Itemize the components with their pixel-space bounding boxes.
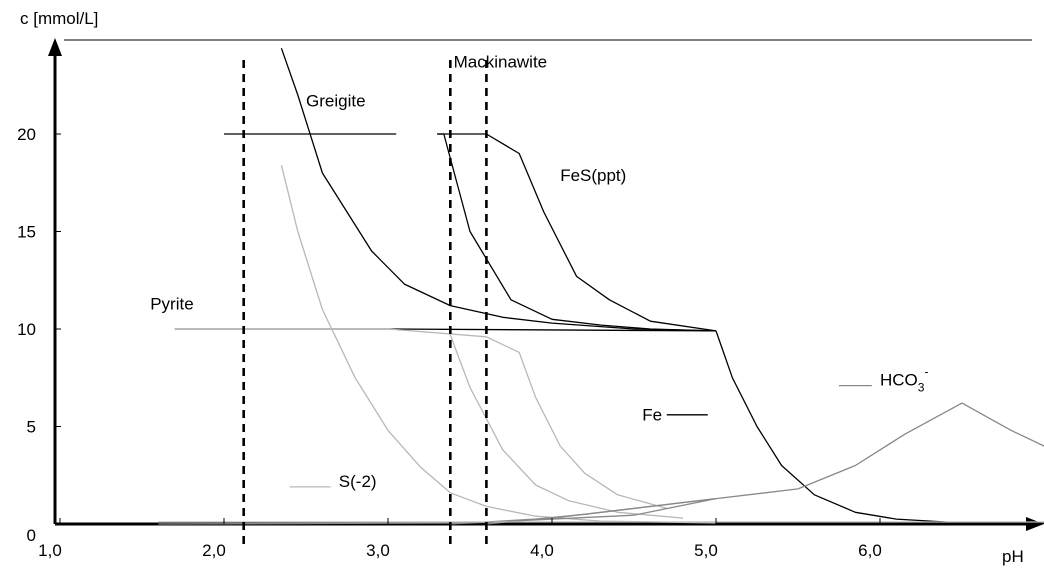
x-tick-label: 3,0: [366, 541, 390, 560]
curve-label: Greigite: [306, 92, 366, 111]
series-line: [280, 165, 717, 524]
curve-label: Pyrite: [150, 295, 193, 314]
series-line: [486, 497, 717, 525]
y-tick-label: 20: [17, 125, 36, 144]
series-line: [715, 330, 1044, 524]
curve-label: FeS(ppt): [560, 166, 626, 185]
series-line: [280, 47, 717, 332]
series-line: [174, 328, 487, 338]
x-axis-arrow: [1026, 517, 1044, 531]
x-axis-title: pH: [1002, 547, 1024, 566]
curve-label: S(-2): [339, 472, 377, 491]
y-tick-label: 0: [27, 526, 36, 545]
curve-label: Mackinawite: [454, 53, 548, 72]
curve-label: Fe: [642, 406, 662, 425]
series-line: [449, 334, 684, 519]
x-tick-label: 5,0: [694, 541, 718, 560]
y-axis-title: c [mmol/L]: [20, 9, 98, 28]
y-axis-arrow: [48, 38, 62, 56]
x-tick-label: 6,0: [858, 541, 882, 560]
series-line: [437, 133, 717, 332]
x-tick-label: 2,0: [202, 541, 226, 560]
y-tick-label: 15: [17, 223, 36, 242]
x-tick-label: 4,0: [530, 541, 554, 560]
series-line: [486, 133, 717, 332]
y-tick-label: 10: [17, 320, 36, 339]
x-tick-label: 1,0: [38, 541, 62, 560]
series-line: [158, 402, 1044, 525]
curve-label: HCO3-: [880, 365, 928, 395]
series-line: [486, 336, 667, 510]
y-tick-label: 5: [27, 418, 36, 437]
